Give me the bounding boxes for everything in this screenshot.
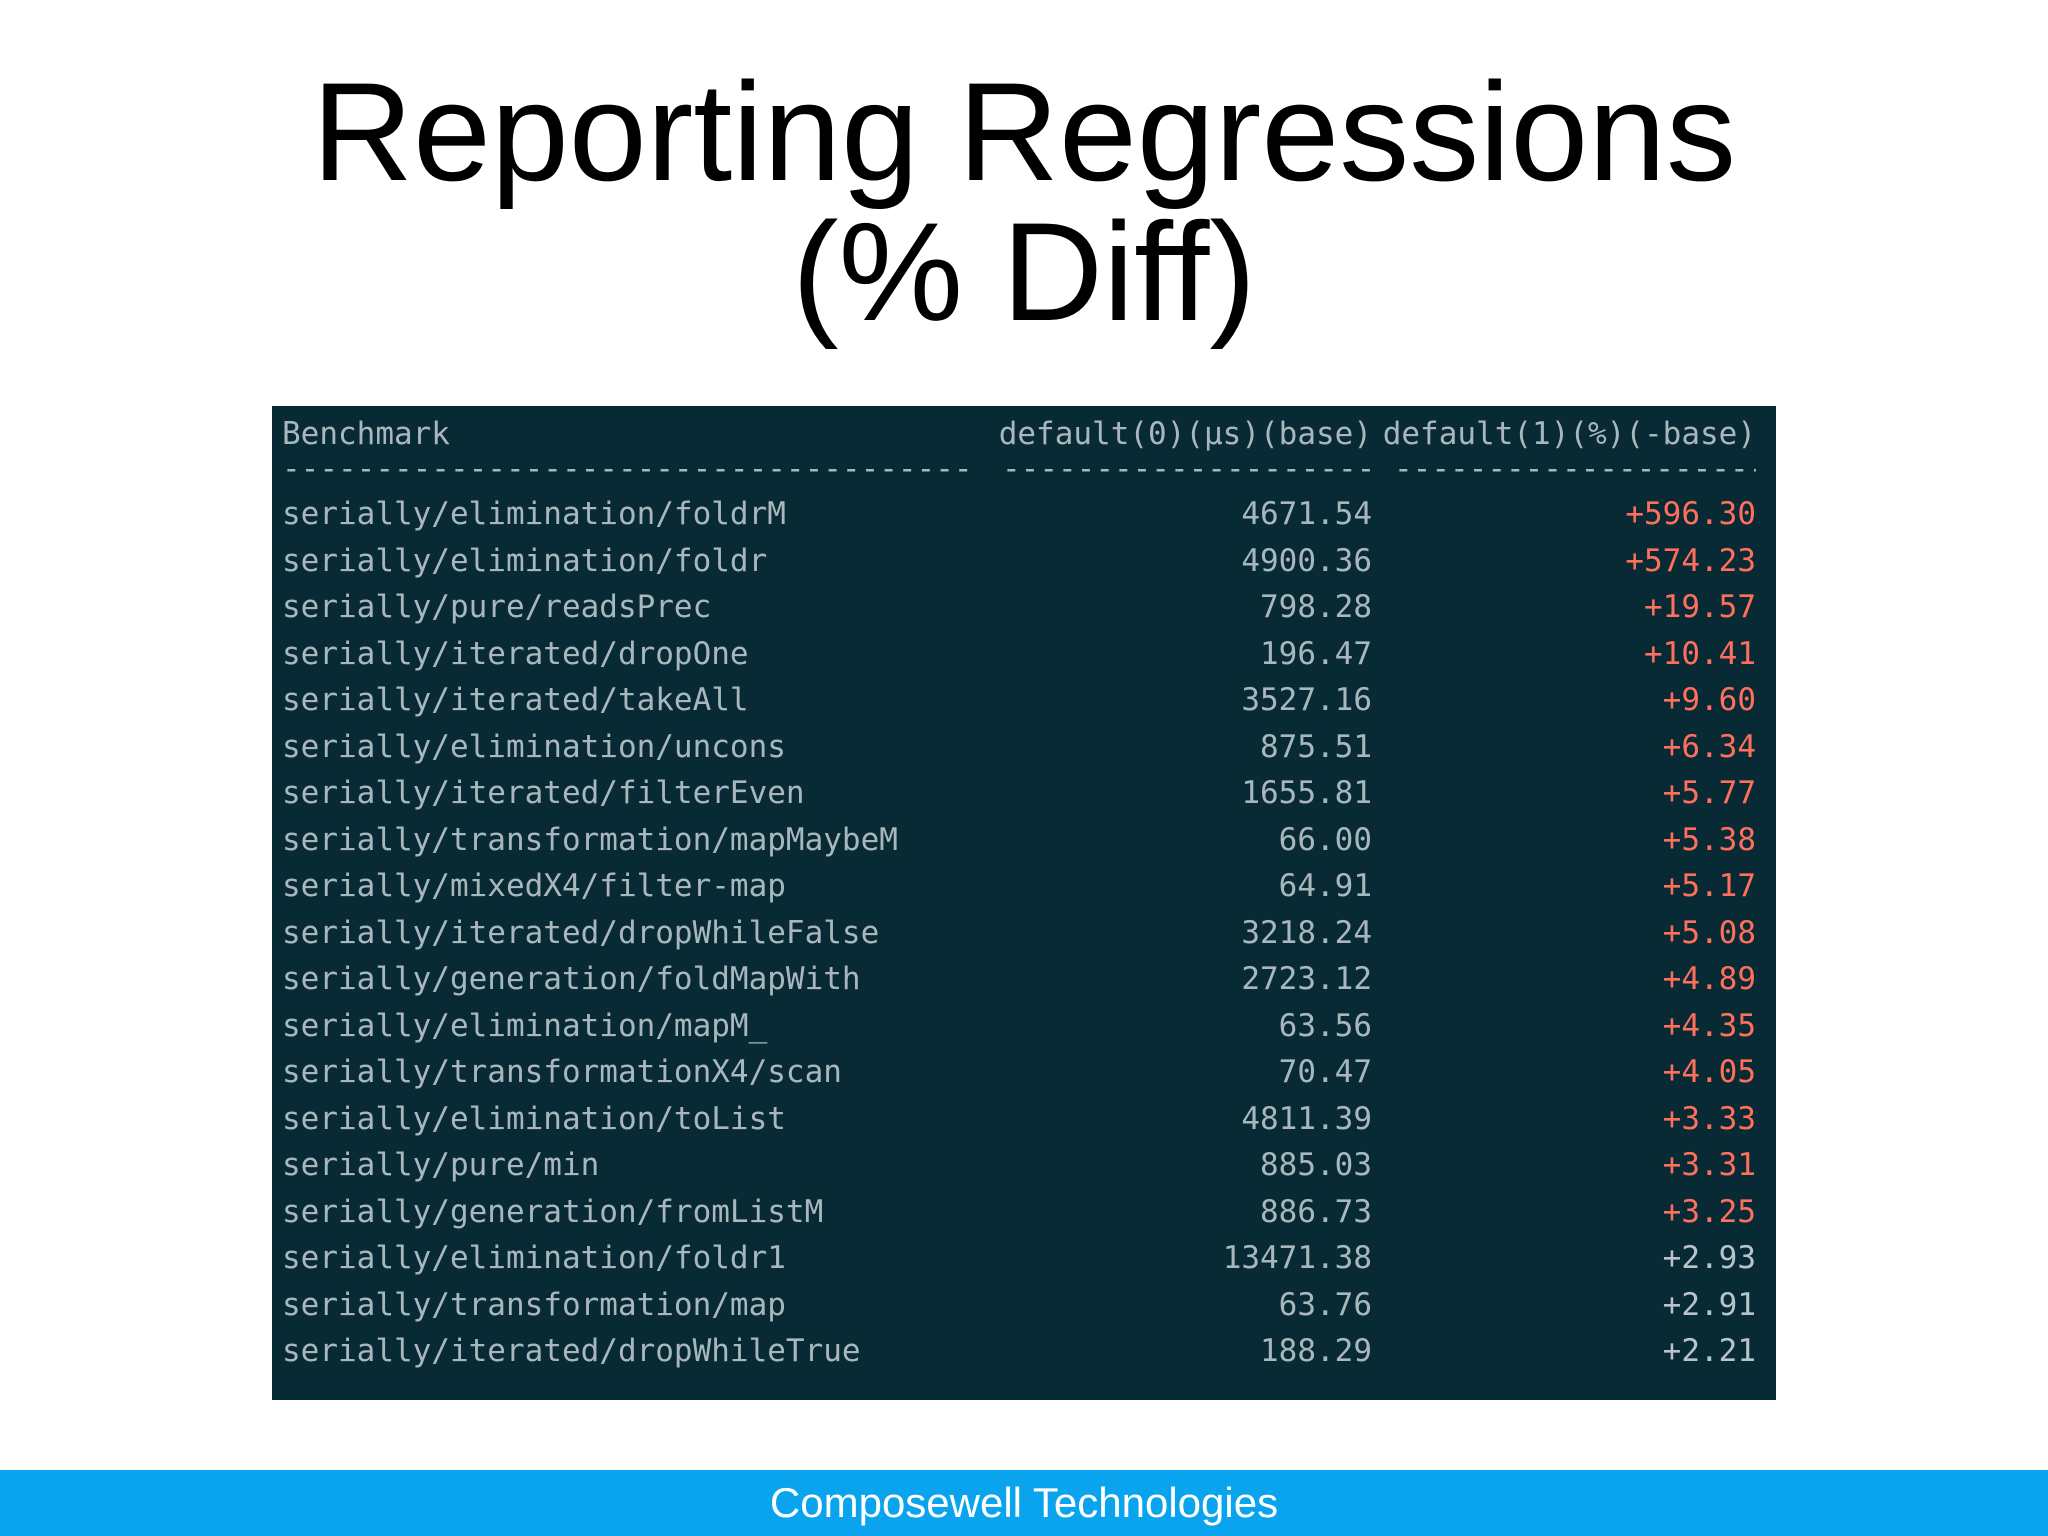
- percent-diff-value: +2.91: [1662, 1286, 1756, 1323]
- base-time-value: 66.00: [1278, 821, 1372, 858]
- percent-diff-value: +9.60: [1662, 682, 1756, 718]
- base-time-value: 4900.36: [1241, 542, 1372, 579]
- percent-diff-value: +4.89: [1662, 961, 1756, 997]
- table-row: serially/transformationX4/scan 70.47 +4.05: [282, 1050, 1756, 1094]
- percent-diff-value: +10.41: [1644, 635, 1756, 672]
- percent-diff-value: +5.38: [1662, 821, 1756, 858]
- table-row: serially/iterated/takeAll 3527.16 +9.60: [282, 678, 1756, 722]
- percent-diff-value: +596.30: [1625, 496, 1756, 532]
- benchmark-name: serially/elimination/toList: [282, 1100, 786, 1137]
- table-row: serially/pure/min 885.03 +3.31: [282, 1143, 1756, 1187]
- percent-diff-value: +574.23: [1625, 542, 1756, 579]
- table-row: serially/pure/readsPrec 798.28 +19.57: [282, 585, 1756, 629]
- percent-diff-value: +3.33: [1662, 1100, 1756, 1137]
- table-row: serially/generation/fromListM 886.73 +3.25: [282, 1190, 1756, 1234]
- table-row: serially/elimination/foldr1 13471.38 +2.93: [282, 1236, 1756, 1280]
- percent-diff-value: +2.21: [1662, 1333, 1756, 1369]
- table-row: serially/transformation/mapMaybeM 66.00 +5…: [282, 818, 1756, 862]
- header-diff: default(1)(%)(-base): [1382, 416, 1756, 452]
- base-time-value: 3527.16: [1241, 682, 1372, 718]
- benchmark-name: serially/transformation/mapMaybeM: [282, 821, 898, 858]
- base-time-value: 798.28: [1260, 589, 1372, 625]
- table-separator-row: ------------------------------------- - --…: [282, 447, 1756, 491]
- percent-diff-value: +5.08: [1662, 914, 1756, 951]
- base-time-value: 3218.24: [1241, 914, 1372, 951]
- benchmark-name: serially/transformationX4/scan: [282, 1054, 842, 1090]
- percent-diff-value: +6.34: [1662, 728, 1756, 765]
- benchmark-name: serially/elimination/foldr1: [282, 1240, 786, 1276]
- separator-diff: --------------------------------------: [1394, 451, 1756, 487]
- footer-bar: Composewell Technologies: [0, 1470, 2048, 1536]
- benchmark-name: serially/pure/readsPrec: [282, 589, 712, 625]
- base-time-value: 70.47: [1278, 1054, 1372, 1090]
- table-row: serially/iterated/dropWhileTrue 188.29 +2.…: [282, 1329, 1756, 1373]
- benchmark-name: serially/generation/foldMapWith: [282, 961, 861, 997]
- header-benchmark: Benchmark: [282, 416, 450, 452]
- table-row: serially/elimination/mapM_ 63.56 +4.35: [282, 1004, 1756, 1048]
- benchmark-name: serially/iterated/dropOne: [282, 635, 749, 672]
- base-time-value: 886.73: [1260, 1193, 1372, 1230]
- benchmark-name: serially/elimination/foldr: [282, 542, 768, 579]
- percent-diff-value: +3.25: [1662, 1193, 1756, 1230]
- table-row: serially/elimination/foldr 4900.36 +574.23: [282, 539, 1756, 583]
- base-time-value: 63.76: [1278, 1286, 1372, 1323]
- header-base: default(0)(µs)(base): [998, 416, 1372, 452]
- percent-diff-value: +2.93: [1662, 1240, 1756, 1276]
- benchmark-name: serially/generation/fromListM: [282, 1193, 824, 1230]
- table-row: serially/generation/foldMapWith 2723.12 +4…: [282, 957, 1756, 1001]
- percent-diff-value: +4.05: [1662, 1054, 1756, 1090]
- benchmark-name: serially/elimination/foldrM: [282, 496, 786, 532]
- base-time-value: 13471.38: [1222, 1240, 1372, 1276]
- base-time-value: 4671.54: [1241, 496, 1372, 532]
- base-time-value: 196.47: [1260, 635, 1372, 672]
- percent-diff-value: +5.77: [1662, 775, 1756, 811]
- percent-diff-value: +19.57: [1644, 589, 1756, 625]
- table-row: serially/elimination/foldrM 4671.54 +596.3…: [282, 492, 1756, 536]
- benchmark-name: serially/mixedX4/filter-map: [282, 868, 786, 904]
- benchmark-terminal-output: Benchmark default(0)(µs)(base) default(1…: [272, 406, 1776, 1400]
- base-time-value: 1655.81: [1241, 775, 1372, 811]
- benchmark-name: serially/elimination/uncons: [282, 728, 786, 765]
- slide-title: Reporting Regressions (% Diff): [0, 62, 2048, 342]
- table-row: serially/elimination/uncons 875.51 +6.34: [282, 725, 1756, 769]
- base-time-value: 63.56: [1278, 1007, 1372, 1044]
- percent-diff-value: +4.35: [1662, 1007, 1756, 1044]
- table-row: serially/elimination/toList 4811.39 +3.33: [282, 1097, 1756, 1141]
- base-time-value: 885.03: [1260, 1147, 1372, 1183]
- base-time-value: 4811.39: [1241, 1100, 1372, 1137]
- percent-diff-value: +5.17: [1662, 868, 1756, 904]
- benchmark-name: serially/iterated/dropWhileFalse: [282, 914, 880, 951]
- table-row: serially/mixedX4/filter-map 64.91 +5.17: [282, 864, 1756, 908]
- base-time-value: 64.91: [1278, 868, 1372, 904]
- benchmark-name: serially/iterated/takeAll: [282, 682, 749, 718]
- title-line-main: Reporting Regressions: [311, 53, 1737, 210]
- table-header-row: Benchmark default(0)(µs)(base) default(1…: [282, 412, 1756, 456]
- base-time-value: 875.51: [1260, 728, 1372, 765]
- percent-diff-value: +3.31: [1662, 1147, 1756, 1183]
- base-time-value: 2723.12: [1241, 961, 1372, 997]
- title-line-sub: (% Diff): [791, 193, 1257, 350]
- separator-base: --------------------------------------: [1002, 451, 1372, 487]
- table-row: serially/iterated/filterEven 1655.81 +5.77: [282, 771, 1756, 815]
- benchmark-name: serially/pure/min: [282, 1147, 600, 1183]
- base-time-value: 188.29: [1260, 1333, 1372, 1369]
- separator-benchmark: ----------------------------------------…: [282, 451, 972, 487]
- benchmark-name: serially/elimination/mapM_: [282, 1007, 768, 1044]
- benchmark-name: serially/iterated/dropWhileTrue: [282, 1333, 861, 1369]
- footer-company-name: Composewell Technologies: [769, 1479, 1279, 1526]
- table-row: serially/iterated/dropOne 196.47 +10.41: [282, 632, 1756, 676]
- table-row: serially/transformation/map 63.76 +2.91: [282, 1283, 1756, 1327]
- benchmark-name: serially/transformation/map: [282, 1286, 786, 1323]
- table-row: serially/iterated/dropWhileFalse 3218.24 +…: [282, 911, 1756, 955]
- benchmark-name: serially/iterated/filterEven: [282, 775, 805, 811]
